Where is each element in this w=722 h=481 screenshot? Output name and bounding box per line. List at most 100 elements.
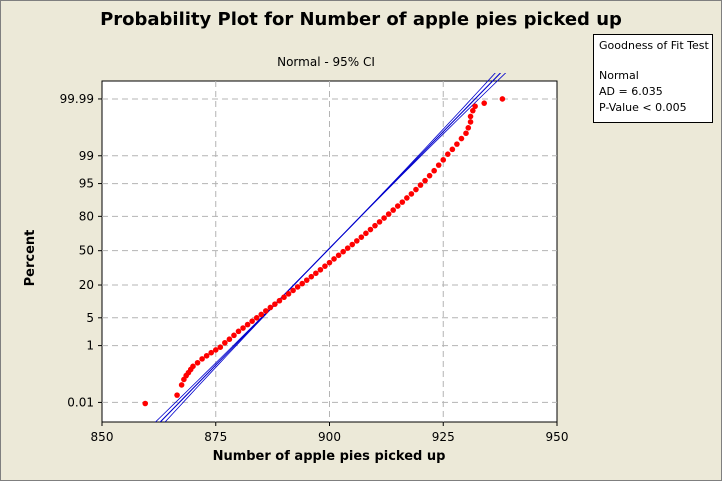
data-point [481, 100, 488, 106]
data-point [285, 291, 292, 297]
data-point [142, 400, 149, 407]
data-point [449, 146, 456, 153]
data-point [372, 222, 378, 229]
gof-distribution: Normal [599, 69, 639, 82]
data-point [208, 349, 214, 356]
data-point [303, 277, 310, 283]
data-point [435, 162, 442, 168]
data-point [313, 270, 319, 277]
data-point [385, 211, 392, 217]
y-tick-label: 80 [79, 209, 94, 223]
data-point [463, 130, 469, 137]
gof-ad-statistic: AD = 6.035 [599, 85, 663, 98]
data-point [445, 151, 451, 157]
data-point [212, 347, 219, 353]
x-tick-label: 900 [318, 430, 341, 444]
data-point [465, 125, 472, 131]
data-point [399, 199, 406, 205]
data-point [499, 96, 506, 102]
data-point [244, 321, 251, 328]
data-point [470, 107, 476, 114]
data-point [194, 359, 201, 366]
data-point [417, 182, 424, 188]
data-point [267, 304, 274, 311]
data-point [222, 339, 228, 346]
data-point [454, 141, 460, 147]
data-point [349, 241, 356, 248]
data-point [294, 284, 301, 290]
data-point [390, 207, 397, 213]
data-point [440, 157, 447, 163]
chart-subtitle: Normal - 95% CI [277, 55, 375, 69]
y-tick-label: 20 [79, 278, 94, 292]
y-tick-label: 5 [86, 311, 94, 325]
data-point [467, 119, 474, 125]
data-point [344, 245, 351, 251]
data-point [203, 352, 210, 359]
data-point [178, 382, 185, 388]
y-tick-label: 0.01 [67, 395, 94, 409]
data-points [142, 96, 506, 407]
data-point [174, 392, 180, 398]
data-point [249, 318, 255, 324]
data-point [290, 287, 296, 294]
data-point [231, 332, 237, 339]
data-point [322, 263, 328, 269]
goodness-of-fit-legend: Goodness of Fit Test Normal AD = 6.035 P… [593, 34, 713, 123]
data-point [363, 230, 369, 237]
data-point [358, 234, 365, 240]
data-point [272, 301, 278, 307]
data-point [394, 203, 401, 209]
data-point [426, 172, 433, 179]
data-point [376, 219, 383, 225]
confidence-bands [154, 73, 507, 422]
data-point [276, 297, 283, 304]
x-axis-title: Number of apple pies picked up [213, 449, 446, 464]
data-point [299, 280, 306, 287]
ci-band-upper [154, 73, 496, 422]
x-tick-label: 875 [204, 430, 227, 444]
gof-heading: Goodness of Fit Test [599, 39, 709, 52]
data-point [381, 215, 387, 221]
data-point [317, 266, 324, 273]
data-point [190, 363, 196, 370]
data-point [199, 356, 205, 362]
data-point [258, 311, 265, 318]
data-point [217, 344, 224, 350]
data-point [281, 294, 287, 301]
data-point [354, 238, 360, 244]
gof-p-value: P-Value < 0.005 [599, 101, 687, 114]
data-point [226, 336, 233, 343]
data-point [458, 135, 465, 142]
data-point [340, 248, 346, 255]
x-tick-label: 850 [91, 430, 114, 444]
y-tick-label: 50 [79, 244, 94, 258]
y-tick-label: 95 [79, 177, 94, 191]
data-point [404, 195, 410, 201]
data-point [331, 256, 337, 262]
x-tick-label: 925 [432, 430, 455, 444]
data-point [413, 186, 419, 193]
data-point [422, 177, 428, 184]
y-axis-title: Percent [23, 230, 38, 287]
data-point [240, 325, 246, 331]
chart-title: Probability Plot for Number of apple pie… [100, 9, 622, 30]
y-tick-label: 99 [79, 149, 94, 163]
data-point [253, 314, 260, 321]
data-point [235, 328, 242, 335]
data-point [335, 252, 342, 259]
data-point [263, 308, 269, 314]
data-point [467, 113, 474, 120]
data-point [408, 191, 415, 197]
data-point [431, 167, 437, 174]
tick-labels: 850 875 900 925 950 0.01 1 5 20 50 80 95 99 99.99 [60, 92, 569, 444]
y-tick-label: 99.99 [60, 92, 94, 106]
y-tick-label: 1 [86, 339, 94, 353]
x-tick-label: 950 [546, 430, 569, 444]
data-point [326, 259, 333, 266]
data-point [367, 226, 374, 233]
data-point [472, 103, 478, 110]
data-point [308, 273, 315, 280]
grid-layer [102, 81, 557, 422]
